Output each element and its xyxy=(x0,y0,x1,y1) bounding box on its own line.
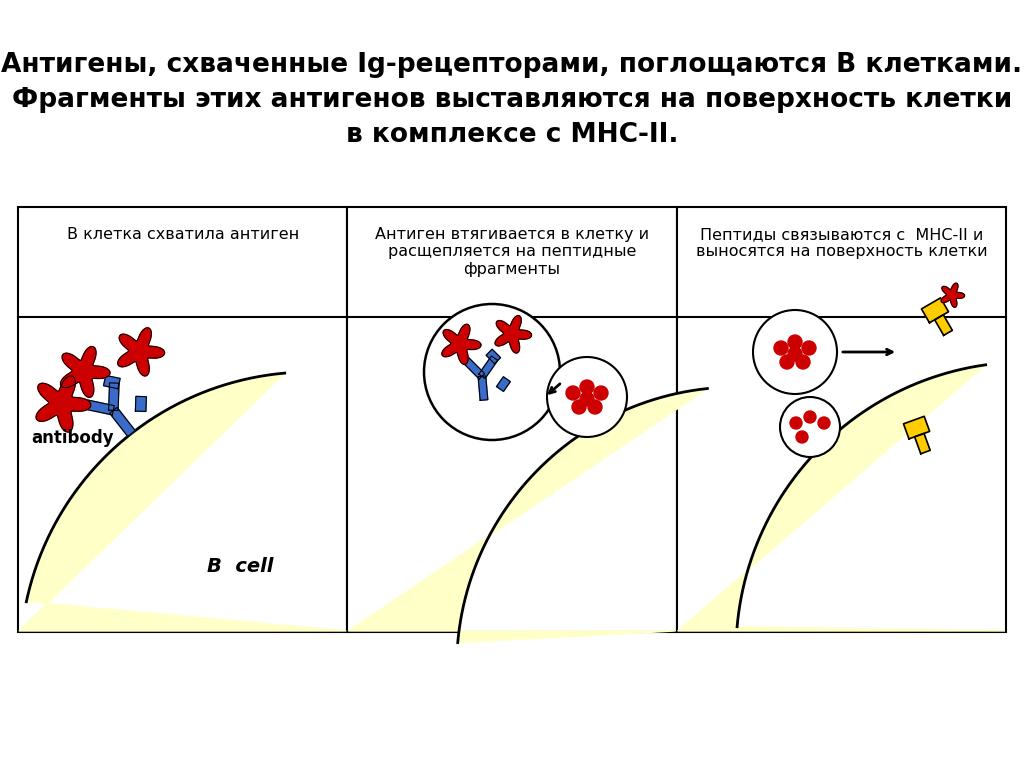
Circle shape xyxy=(818,417,830,429)
Circle shape xyxy=(572,400,586,414)
Circle shape xyxy=(796,431,808,443)
Text: Фрагменты этих антигенов выставляются на поверхность клетки: Фрагменты этих антигенов выставляются на… xyxy=(12,87,1012,113)
Text: Пептиды связываются с  МНС-II и
выносятся на поверхность клетки: Пептиды связываются с МНС-II и выносятся… xyxy=(695,227,987,259)
Text: Антигены, схваченные Ig-рецепторами, поглощаются В клетками.: Антигены, схваченные Ig-рецепторами, пог… xyxy=(1,52,1023,78)
Polygon shape xyxy=(442,324,481,364)
Bar xyxy=(677,207,1006,632)
Circle shape xyxy=(788,347,802,361)
Text: B  cell: B cell xyxy=(207,558,273,577)
Text: в комплексе с МНС-II.: в комплексе с МНС-II. xyxy=(346,122,678,148)
Polygon shape xyxy=(922,298,948,323)
Polygon shape xyxy=(135,397,146,411)
Bar xyxy=(347,207,677,632)
Circle shape xyxy=(580,392,594,406)
Circle shape xyxy=(566,386,580,400)
Text: Антиген втягивается в клетку и
расщепляется на пептидные
фрагменты: Антиген втягивается в клетку и расщепляе… xyxy=(375,227,649,277)
Polygon shape xyxy=(914,433,930,454)
Polygon shape xyxy=(497,377,510,391)
Polygon shape xyxy=(86,400,115,415)
Circle shape xyxy=(802,341,816,355)
Circle shape xyxy=(788,335,802,349)
Circle shape xyxy=(588,400,602,414)
Polygon shape xyxy=(348,389,708,643)
Circle shape xyxy=(804,411,816,423)
Polygon shape xyxy=(903,416,930,439)
Circle shape xyxy=(547,357,627,437)
Polygon shape xyxy=(941,283,965,308)
Polygon shape xyxy=(60,347,110,397)
Polygon shape xyxy=(464,358,484,379)
Polygon shape xyxy=(678,365,1005,631)
Circle shape xyxy=(780,397,840,457)
Polygon shape xyxy=(935,314,952,335)
Circle shape xyxy=(796,355,810,369)
Circle shape xyxy=(580,380,594,394)
Circle shape xyxy=(424,304,560,440)
Circle shape xyxy=(594,386,608,400)
Circle shape xyxy=(774,341,788,355)
Polygon shape xyxy=(478,376,487,400)
Polygon shape xyxy=(118,328,165,376)
Polygon shape xyxy=(110,407,135,436)
Polygon shape xyxy=(19,373,346,631)
Circle shape xyxy=(780,355,794,369)
Polygon shape xyxy=(495,315,531,353)
Text: В клетка схватила антиген: В клетка схватила антиген xyxy=(67,227,299,242)
Polygon shape xyxy=(486,349,501,364)
Polygon shape xyxy=(109,383,119,410)
Bar xyxy=(18,207,347,632)
Polygon shape xyxy=(479,356,498,378)
Polygon shape xyxy=(103,375,120,389)
Polygon shape xyxy=(36,376,91,432)
Text: antibody: antibody xyxy=(32,430,114,447)
Circle shape xyxy=(753,310,837,394)
Circle shape xyxy=(790,417,802,429)
